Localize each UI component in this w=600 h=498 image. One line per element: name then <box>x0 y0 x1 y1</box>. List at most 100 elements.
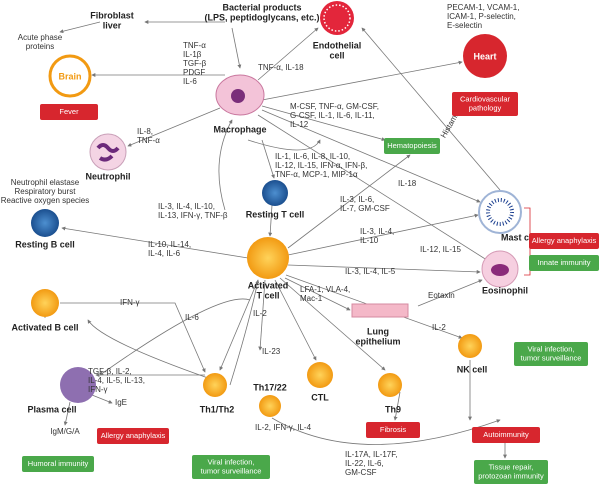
outcome-box: Viral infection,tumor surveillance <box>192 455 270 479</box>
mediator-label: IL-2 <box>432 323 446 332</box>
outcome-rect <box>97 428 169 444</box>
activated-t-cell <box>247 237 289 279</box>
mediator-label: proteins <box>26 42 54 51</box>
th9-cell <box>378 373 402 397</box>
arrow <box>261 139 275 179</box>
mediator-label: IL-12 <box>290 120 309 129</box>
mediator-label: TNF-α <box>137 136 160 145</box>
outcome-label: Tissue repair, <box>489 462 534 471</box>
mediator-label: IL-4, IL-6 <box>148 249 181 258</box>
mediator-label: E-selectin <box>447 21 482 30</box>
cell-label: Th1/Th2 <box>200 404 235 414</box>
cell-label: Th9 <box>385 404 401 414</box>
outcome-label: protozoan immunity <box>478 471 544 480</box>
arrow <box>284 277 351 311</box>
cell-label: (LPS, peptidoglycans, etc.) <box>204 12 319 22</box>
arrow <box>261 60 463 101</box>
cell-label: Eosinophil <box>482 285 528 295</box>
mediator-labels: PECAM-1, VCAM-1,ICAM-1, P-selectin,E-sel… <box>1 3 520 477</box>
outcome-rect <box>514 342 588 366</box>
mediator-label: IL-4, IL-5, IL-13, <box>88 376 145 385</box>
cell-label: Plasma cell <box>27 404 76 414</box>
mediator-label: IL-3, IL-4, IL-5 <box>345 267 396 276</box>
arrow <box>261 105 386 142</box>
mediator-label: IgM/G/A <box>50 427 80 436</box>
mediator-label: IL-2 <box>253 309 267 318</box>
mediator-label: Acute phase <box>18 33 63 42</box>
outcome-rect <box>452 92 518 116</box>
arrow <box>127 107 221 147</box>
mediator-label: Mac-1 <box>300 294 323 303</box>
labels: Bacterial products(LPS, peptidoglycans, … <box>1 2 599 484</box>
mediator-label: IL-8, <box>137 127 153 136</box>
outcome-box: Autoimmunity <box>472 427 540 443</box>
outcome-rect <box>384 138 440 154</box>
outcome-label: Cardiovascular <box>460 94 511 103</box>
mediator-label: TNF-α, MCP-1, MIP-1α <box>275 170 358 179</box>
outcome-rect <box>22 456 94 472</box>
nk-cell <box>458 334 482 358</box>
outcome-label: tumor surveillance <box>521 353 582 362</box>
cell-label: T cell <box>256 290 279 300</box>
eosinophil-nucleus <box>491 264 509 276</box>
cell-label: liver <box>103 20 122 30</box>
mediator-label: G-CSF, IL-1, IL-6, IL-11, <box>290 111 375 120</box>
outcome-box: Tissue repair,protozoan immunity <box>474 460 548 484</box>
cell-label: Neutrophil <box>86 171 131 181</box>
outcome-box: Viral infection,tumor surveillance <box>514 342 588 366</box>
arrow <box>257 114 491 263</box>
mediator-label: TGF-β, IL-2, <box>88 367 132 376</box>
cell-label: Resting T cell <box>246 209 305 219</box>
mediator-label: GM-CSF <box>345 468 377 477</box>
cell-shapes <box>31 1 522 417</box>
arrow <box>91 394 113 404</box>
cell-label: Lung <box>367 326 389 336</box>
arrow <box>287 264 481 274</box>
outcome-box: Fibrosis <box>366 422 420 438</box>
mediator-label: Reactive oxygen species <box>1 196 90 205</box>
mediator-label: IL-6 <box>185 313 199 322</box>
outcome-box: Hematopoiesis <box>384 138 440 154</box>
mediator-label: IL-3, IL-6, <box>340 195 374 204</box>
endothelial-dots <box>323 4 351 32</box>
mediator-label: IL-10 <box>360 236 379 245</box>
cell-label: epithelium <box>355 336 400 346</box>
mast-granules <box>486 198 514 226</box>
outcome-label: Innate immunity <box>538 258 591 267</box>
outcome-box: Allergy anaphylaxis <box>97 428 169 444</box>
outcome-box: Allergy anaphylaxis <box>529 233 599 249</box>
cell-label: Activated B cell <box>11 322 78 332</box>
cell-label: Th17/22 <box>253 382 287 392</box>
outcome-label: tumor surveillance <box>201 466 262 475</box>
mediator-label: ICAM-1, P-selectin, <box>447 12 516 21</box>
arrow <box>268 204 273 237</box>
mediator-label: PDGF <box>183 68 205 77</box>
arrow <box>258 279 266 351</box>
outcome-label: Hematopoiesis <box>387 141 437 150</box>
arrow <box>417 279 483 307</box>
mast-cell <box>478 190 522 234</box>
mediator-label: IL-13, IFN-γ, TNF-β <box>158 211 228 220</box>
arrow <box>261 109 481 203</box>
endothelial-cell <box>320 1 354 35</box>
arrow <box>63 401 71 426</box>
arrow <box>393 391 401 421</box>
th17-cell <box>259 395 281 417</box>
cell-label: Macrophage <box>213 124 266 134</box>
plasma-cell <box>60 367 96 403</box>
cell-label: Heart <box>473 51 496 61</box>
outcome-rect <box>529 255 599 271</box>
arrow <box>279 277 386 371</box>
macrophage-nucleus <box>231 89 245 103</box>
mediator-label: IL-1β <box>183 50 202 59</box>
mediator-label: IL-7, GM-CSF <box>340 204 390 213</box>
mediator-label: IL-12, IL-15, IFN-α, IFN-β, <box>275 161 367 170</box>
arrow <box>231 27 242 69</box>
cell-label: cell <box>329 50 344 60</box>
mediator-label: LFA-1, VLA-4, <box>300 285 350 294</box>
arrow <box>361 27 501 191</box>
mediator-label: PECAM-1, VCAM-1, <box>447 3 519 12</box>
mediator-label: IL-23 <box>262 347 281 356</box>
